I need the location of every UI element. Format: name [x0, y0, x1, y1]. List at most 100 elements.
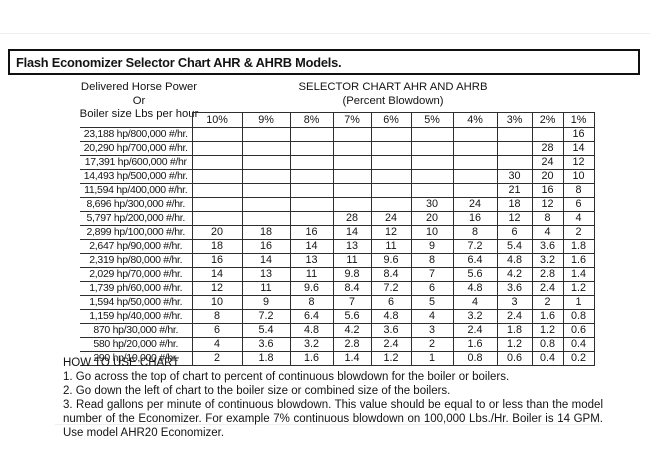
gpm-value-cell: 2.4: [496, 309, 533, 324]
gpm-value-cell: 7.2: [370, 281, 412, 296]
gpm-value-cell: [496, 155, 533, 170]
percent-column-header: 5%: [410, 112, 454, 128]
row-label: 1,739 ph/60,000 #/hr.: [80, 281, 192, 296]
gpm-value-cell: [410, 155, 454, 170]
gpm-value-cell: [496, 141, 533, 156]
gpm-value-cell: 14: [562, 141, 595, 156]
gpm-value-cell: 11: [289, 267, 334, 282]
how-to-step-1: 1. Go across the top of chart to percent…: [63, 371, 510, 383]
gpm-value-cell: 3.2: [289, 337, 334, 352]
gpm-value-cell: [370, 127, 412, 142]
gpm-value-cell: 6: [370, 295, 412, 310]
table-row: 1,159 hp/40,000 #/hr. 8 7.2 6.4 5.6 4.8 4 3.2 2.…: [80, 309, 595, 324]
gpm-value-cell: 2.4: [531, 281, 564, 296]
table-row: 870 hp/30,000 #/hr. 6 5.4 4.8 4.2 3.6 3 2.4 1.8 1…: [80, 323, 595, 338]
gpm-value-cell: 3: [496, 295, 533, 310]
gpm-value-cell: [241, 183, 291, 198]
gpm-value-cell: [410, 127, 454, 142]
table-row: 2,319 hp/80,000 #/hr. 16 14 13 11 9.6 8 6.4 4.8 3…: [80, 253, 595, 268]
row-label: 23,188 hp/800,000 #/hr.: [80, 127, 192, 142]
gpm-value-cell: 4: [410, 309, 454, 324]
gpm-value-cell: [452, 183, 498, 198]
gpm-value-cell: [452, 127, 498, 142]
gpm-value-cell: 7.2: [241, 309, 291, 324]
gpm-value-cell: [531, 127, 564, 142]
gpm-value-cell: [370, 183, 412, 198]
percent-column-header: 4%: [452, 112, 498, 128]
gpm-value-cell: 18: [496, 197, 533, 212]
gpm-value-cell: [332, 127, 372, 142]
gpm-value-cell: 3.6: [531, 239, 564, 254]
gpm-value-cell: 6.4: [452, 253, 498, 268]
table-row: 5,797 hp/200,000 #/hr. 28 24 20 16 12 8 4: [80, 211, 595, 226]
gpm-value-cell: 10: [562, 169, 595, 184]
gpm-value-cell: 18: [191, 239, 243, 254]
gpm-value-cell: 1.8: [562, 239, 595, 254]
gpm-value-cell: 2: [562, 225, 595, 240]
gpm-value-cell: 4: [562, 211, 595, 226]
gpm-value-cell: 20: [531, 169, 564, 184]
gpm-value-cell: [370, 141, 412, 156]
gpm-value-cell: 3: [410, 323, 454, 338]
row-label: 5,797 hp/200,000 #/hr.: [80, 211, 192, 226]
row-label: 20,290 hp/700,000 #/hr.: [80, 141, 192, 156]
gpm-value-cell: 16: [241, 239, 291, 254]
gpm-value-cell: 11: [332, 253, 372, 268]
row-label: 2,647 hp/90,000 #/hr.: [80, 239, 192, 254]
gpm-value-cell: 8: [289, 295, 334, 310]
gpm-value-cell: 11: [370, 239, 412, 254]
percent-column-header: 3%: [496, 112, 533, 128]
gpm-value-cell: 16: [289, 225, 334, 240]
table-row: 20,290 hp/700,000 #/hr. 28 14: [80, 141, 595, 156]
percent-column-header: 6%: [370, 112, 412, 128]
gpm-value-cell: 13: [241, 267, 291, 282]
gpm-value-cell: 5: [410, 295, 454, 310]
table-row: 17,391 hp/600,000 #/hr 24 12: [80, 155, 595, 170]
gpm-value-cell: 5.6: [332, 309, 372, 324]
gpm-value-cell: 3.6: [241, 337, 291, 352]
gpm-value-cell: [241, 169, 291, 184]
gpm-value-cell: 4.2: [496, 267, 533, 282]
gpm-value-cell: 2.4: [452, 323, 498, 338]
how-to-step-2: 2. Go down the left of chart to the boil…: [63, 385, 451, 397]
gpm-value-cell: 0.2: [562, 351, 595, 366]
table-row: 2,899 hp/100,000 #/hr. 20 18 16 14 12 10 8 6 4 2: [80, 225, 595, 240]
gpm-value-cell: 1: [562, 295, 595, 310]
row-label: 11,594 hp/400,000 #/hr.: [80, 183, 192, 198]
gpm-value-cell: 9.6: [289, 281, 334, 296]
selector-chart-header-line-1: SELECTOR CHART AHR AND AHRB: [298, 81, 488, 93]
gpm-value-cell: 12: [191, 281, 243, 296]
left-header-line-2: Or: [132, 94, 146, 107]
percent-column-header: 8%: [289, 112, 334, 128]
gpm-value-cell: 12: [496, 211, 533, 226]
gpm-value-cell: 4.8: [496, 253, 533, 268]
gpm-value-cell: [332, 197, 372, 212]
row-label: 2,319 hp/80,000 #/hr.: [80, 253, 192, 268]
gpm-value-cell: 14: [289, 239, 334, 254]
row-label: 2,899 hp/100,000 #/hr.: [80, 225, 192, 240]
how-to-step-3: 3. Read gallons per minute of continuous…: [63, 399, 603, 439]
percent-column-header: 10%: [191, 112, 243, 128]
gpm-value-cell: 3.6: [496, 281, 533, 296]
gpm-value-cell: 1.6: [452, 337, 498, 352]
gpm-value-cell: 1.8: [496, 323, 533, 338]
gpm-value-cell: [410, 141, 454, 156]
gpm-value-cell: [289, 211, 334, 226]
gpm-value-cell: [289, 155, 334, 170]
table-row: 11,594 hp/400,000 #/hr. 21 16 8: [80, 183, 595, 198]
gpm-value-cell: 1.4: [562, 267, 595, 282]
gpm-value-cell: 28: [531, 141, 564, 156]
gpm-value-cell: 24: [370, 211, 412, 226]
gpm-value-cell: [452, 169, 498, 184]
gpm-value-cell: 5.4: [496, 239, 533, 254]
percent-column-header: 7%: [332, 112, 372, 128]
gpm-value-cell: 6: [410, 281, 454, 296]
gpm-value-cell: 6: [496, 225, 533, 240]
gpm-value-cell: 2: [191, 351, 243, 366]
gpm-value-cell: [191, 183, 243, 198]
gpm-value-cell: 4.8: [370, 309, 412, 324]
gpm-value-cell: 8.4: [370, 267, 412, 282]
gpm-value-cell: [332, 183, 372, 198]
gpm-value-cell: [289, 183, 334, 198]
row-label: 14,493 hp/500,000 #/hr.: [80, 169, 192, 184]
